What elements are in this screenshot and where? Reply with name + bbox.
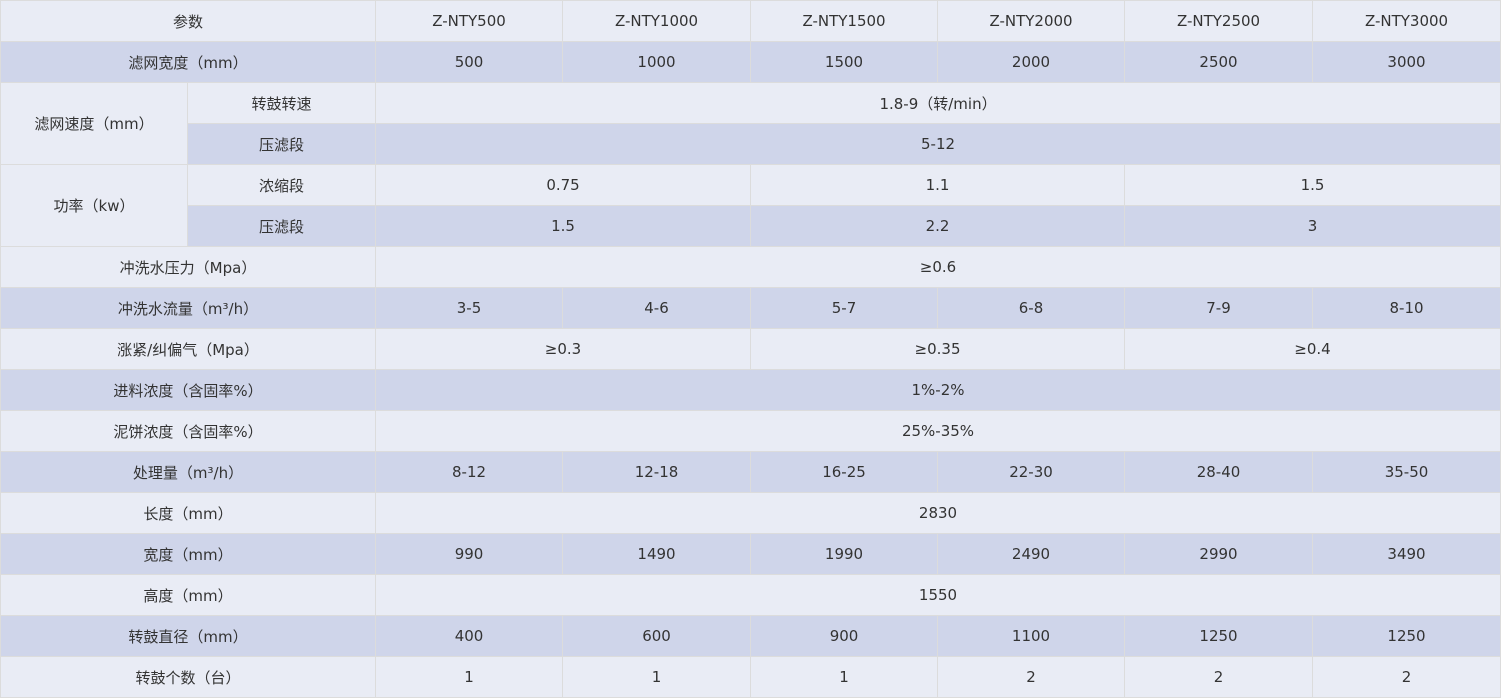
param-label-cell: 冲洗水压力（Mpa） xyxy=(0,246,377,288)
table-cell: ≥0.3 xyxy=(375,328,752,370)
table-cell: 1.5 xyxy=(1124,164,1502,206)
table-cell: 28-40 xyxy=(1124,451,1314,493)
table-row: 转鼓个数（台） 1 1 1 2 2 2 xyxy=(0,656,1502,698)
table-row: 功率（kw） 浓缩段 0.75 1.1 1.5 xyxy=(0,164,1502,247)
param-label-cell: 转鼓个数（台） xyxy=(0,656,377,698)
table-cell: 2000 xyxy=(937,41,1126,83)
param-label-cell: 处理量（m³/h） xyxy=(0,451,377,493)
table-row: 宽度（mm） 990 1490 1990 2490 2990 3490 xyxy=(0,533,1502,575)
header-cell: Z-NTY1000 xyxy=(562,0,752,42)
table-cell: 1550 xyxy=(375,574,1502,616)
table-cell: 35-50 xyxy=(1312,451,1502,493)
table-cell: ≥0.4 xyxy=(1124,328,1502,370)
table-cell: 5-7 xyxy=(750,287,939,329)
table-cell: 16-25 xyxy=(750,451,939,493)
table-cell: 1 xyxy=(750,656,939,698)
table-cell: 1 xyxy=(375,656,564,698)
param-label-cell: 压滤段 xyxy=(186,123,377,165)
table-row: 处理量（m³/h） 8-12 12-18 16-25 22-30 28-40 35-50 xyxy=(0,451,1502,493)
table-cell: 7-9 xyxy=(1124,287,1314,329)
table-cell: 500 xyxy=(375,41,564,83)
table-row: 长度（mm） 2830 xyxy=(0,492,1502,534)
table-cell: 2830 xyxy=(375,492,1502,534)
param-label-cell: 泥饼浓度（含固率%） xyxy=(0,410,377,452)
header-cell: 参数 xyxy=(0,0,377,42)
table-row: 转鼓直径（mm） 400 600 900 1100 1250 1250 xyxy=(0,615,1502,657)
table-cell: 1100 xyxy=(937,615,1126,657)
table-cell: 浓缩段 xyxy=(186,164,377,206)
table-cell: 12-18 xyxy=(562,451,752,493)
table-cell: 1500 xyxy=(750,41,939,83)
table-cell: 2 xyxy=(937,656,1126,698)
table-cell: 1%-2% xyxy=(375,369,1502,411)
table-row: 冲洗水压力（Mpa） ≥0.6 xyxy=(0,246,1502,288)
table-cell: 3490 xyxy=(1312,533,1502,575)
table-cell: 1.8-9（转/min） xyxy=(375,82,1502,124)
table-cell: 600 xyxy=(562,615,752,657)
table-cell: 1 xyxy=(562,656,752,698)
table-row: 滤网速度（mm） 转鼓转速 1.8-9（转/min） xyxy=(0,82,1502,165)
table-row: 涨紧/纠偏气（Mpa） ≥0.3 ≥0.35 ≥0.4 xyxy=(0,328,1502,370)
table-cell: 1.1 xyxy=(750,164,1126,206)
header-cell: Z-NTY2000 xyxy=(937,0,1126,42)
table-cell: 1250 xyxy=(1124,615,1314,657)
table-cell: 2490 xyxy=(937,533,1126,575)
param-label-cell: 压滤段 xyxy=(186,205,377,247)
table-cell: 2 xyxy=(1312,656,1502,698)
header-cell: Z-NTY500 xyxy=(375,0,564,42)
table-cell: 400 xyxy=(375,615,564,657)
param-label-cell: 宽度（mm） xyxy=(0,533,377,575)
table-cell: 3-5 xyxy=(375,287,564,329)
table-row: 进料浓度（含固率%） 1%-2% xyxy=(0,369,1502,411)
table-cell: 6-8 xyxy=(937,287,1126,329)
header-cell: Z-NTY1500 xyxy=(750,0,939,42)
table-row: 压滤段 5-12 xyxy=(1,123,1502,165)
header-cell: Z-NTY3000 xyxy=(1312,0,1502,42)
table-cell: 2500 xyxy=(1124,41,1314,83)
table-cell: 8-10 xyxy=(1312,287,1502,329)
table-cell: 990 xyxy=(375,533,564,575)
table-cell: 1.5 xyxy=(375,205,752,247)
table-cell: 3 xyxy=(1124,205,1502,247)
table-row: 高度（mm） 1550 xyxy=(0,574,1502,616)
table-cell: 转鼓转速 xyxy=(186,82,377,124)
param-label-cell: 冲洗水流量（m³/h） xyxy=(0,287,377,329)
table-cell: 1990 xyxy=(750,533,939,575)
table-cell: 4-6 xyxy=(562,287,752,329)
table-cell: 5-12 xyxy=(375,123,1502,165)
table-cell: 3000 xyxy=(1312,41,1502,83)
table-cell: 900 xyxy=(750,615,939,657)
table-cell: 1490 xyxy=(562,533,752,575)
table-cell: 0.75 xyxy=(375,164,752,206)
param-label-cell: 长度（mm） xyxy=(0,492,377,534)
param-label-cell: 滤网宽度（mm） xyxy=(0,41,377,83)
param-label-cell: 转鼓直径（mm） xyxy=(0,615,377,657)
table-row: 压滤段 1.5 2.2 3 xyxy=(1,205,1502,247)
table-cell: 2990 xyxy=(1124,533,1314,575)
header-cell: Z-NTY2500 xyxy=(1124,0,1314,42)
param-label-cell: 高度（mm） xyxy=(0,574,377,616)
table-cell: 8-12 xyxy=(375,451,564,493)
table-cell: 1250 xyxy=(1312,615,1502,657)
param-label-cell: 功率（kw） xyxy=(0,164,188,247)
table-cell: 22-30 xyxy=(937,451,1126,493)
header-row: 参数 Z-NTY500 Z-NTY1000 Z-NTY1500 Z-NTY2000 Z-N… xyxy=(0,0,1502,42)
table-row: 滤网宽度（mm） 500 1000 1500 2000 2500 3000 xyxy=(0,41,1502,83)
table-cell: ≥0.35 xyxy=(750,328,1126,370)
table-cell: 2 xyxy=(1124,656,1314,698)
table-cell: 25%-35% xyxy=(375,410,1502,452)
table-cell: 1000 xyxy=(562,41,752,83)
param-label-cell: 进料浓度（含固率%） xyxy=(0,369,377,411)
table-row: 泥饼浓度（含固率%） 25%-35% xyxy=(0,410,1502,452)
table-cell: 2.2 xyxy=(750,205,1126,247)
param-label-cell: 滤网速度（mm） xyxy=(0,82,188,165)
param-label-cell: 涨紧/纠偏气（Mpa） xyxy=(0,328,377,370)
table-cell: ≥0.6 xyxy=(375,246,1502,288)
table-row: 冲洗水流量（m³/h） 3-5 4-6 5-7 6-8 7-9 8-10 xyxy=(0,287,1502,329)
